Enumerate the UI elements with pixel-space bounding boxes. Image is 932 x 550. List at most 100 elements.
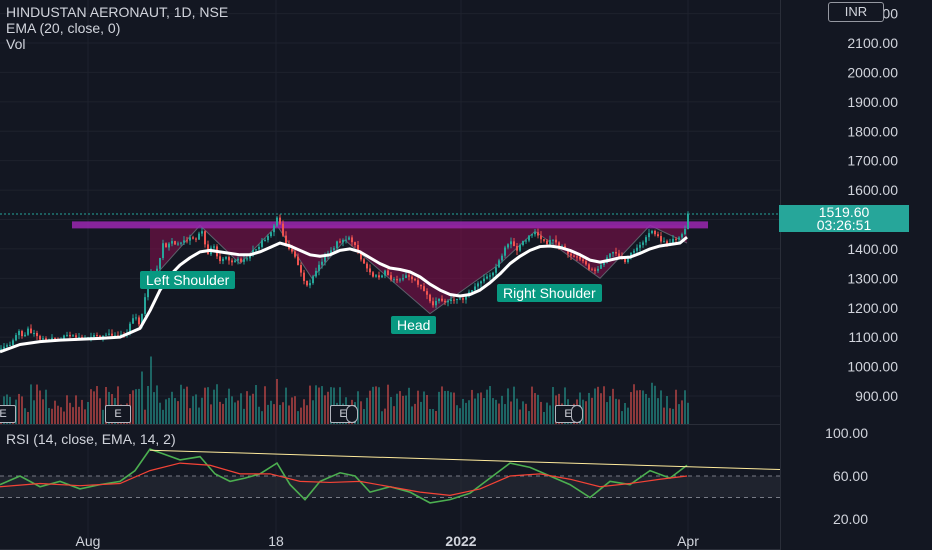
time-axis[interactable]: Aug 18 2022 Apr [76, 533, 700, 549]
candle-body [570, 253, 572, 256]
volume-bar [612, 388, 614, 424]
candle-body [654, 230, 656, 235]
volume-bar [219, 401, 221, 424]
candle-body [618, 253, 620, 257]
symbol-title[interactable]: HINDUSTAN AERONAUT, 1D, NSE [6, 4, 229, 20]
candle-body [69, 334, 71, 337]
volume-bar [543, 411, 545, 424]
volume-bar [258, 406, 260, 424]
candle-body [648, 233, 650, 238]
candle-body [324, 256, 326, 262]
candle-body [486, 276, 488, 279]
candle-body [579, 256, 581, 260]
candle-body [474, 286, 476, 291]
candle-body [681, 234, 683, 238]
candle-body [633, 250, 635, 253]
volume-bar [291, 397, 293, 424]
volume-bar [672, 408, 674, 424]
candle-body [30, 328, 32, 334]
ema-legend[interactable]: EMA (20, close, 0) [6, 20, 121, 36]
candle-body [198, 233, 200, 240]
volume-bar [525, 403, 527, 424]
volume-bar [408, 387, 410, 424]
volume-bar [375, 386, 377, 424]
candle-body [411, 276, 413, 280]
volume-bar [648, 397, 650, 424]
volume-bar [603, 386, 605, 424]
volume-bar [261, 411, 263, 424]
candle-body [135, 317, 137, 319]
candle-body [276, 217, 278, 226]
candle-body [192, 237, 194, 239]
volume-bar [486, 389, 488, 424]
volume-bar [588, 392, 590, 424]
volume-bar [276, 379, 278, 424]
candle-body [492, 272, 494, 276]
rsi-line [0, 448, 688, 504]
candle-body [687, 213, 689, 230]
price-tick-label: 1600.00 [847, 182, 898, 198]
volume-bar [651, 382, 653, 424]
candle-body [405, 275, 407, 278]
rsi-legend[interactable]: RSI (14, close, EMA, 14, 2) [6, 431, 176, 447]
earnings-marker[interactable]: E [105, 405, 131, 423]
volume-bar [534, 393, 536, 424]
left-shoulder-label: Left Shoulder [140, 271, 236, 289]
volume-bar [390, 397, 392, 424]
candle-body [444, 300, 446, 303]
volume-bar [414, 403, 416, 424]
volume-bar [645, 393, 647, 424]
candle-body [294, 251, 296, 257]
candle-body [630, 252, 632, 257]
candle-body [639, 244, 641, 248]
candle-body [291, 248, 293, 252]
earnings-marker[interactable]: E [0, 405, 16, 423]
volume-bar [663, 407, 665, 424]
candle-body [195, 238, 197, 240]
volume-bar [420, 401, 422, 424]
volume-bar [387, 384, 389, 424]
last-price-badge: 1519.60 03:26:51 [779, 205, 909, 232]
candle-body [183, 240, 185, 243]
volume-bar [585, 401, 587, 424]
volume-bar [90, 389, 92, 424]
volume-bar [249, 395, 251, 424]
volume-bar [615, 398, 617, 424]
volume-bar [243, 408, 245, 424]
candle-body [72, 335, 74, 337]
dividend-marker[interactable] [346, 405, 358, 423]
volume-bar [411, 406, 413, 424]
candle-body [429, 294, 431, 302]
candle-body [609, 253, 611, 258]
head-label: Head [391, 316, 437, 334]
candle-body [186, 240, 188, 242]
volume-bar [432, 409, 434, 424]
candle-body [45, 338, 47, 341]
candle-body [600, 264, 602, 269]
candle-body [480, 281, 482, 284]
volume-bar [45, 389, 47, 424]
volume-bar [99, 398, 101, 424]
candle-body [465, 296, 467, 300]
dividend-marker[interactable] [571, 405, 583, 423]
volume-bar [582, 399, 584, 424]
rsi-axis[interactable]: 20.00 60.00 100.00 [825, 425, 868, 527]
volume-legend[interactable]: Vol [6, 36, 26, 52]
volume-bar [96, 386, 98, 424]
candle-body [231, 260, 233, 263]
candle-body [507, 244, 509, 248]
volume-bar [84, 409, 86, 424]
candle-body [516, 246, 518, 251]
rsi-lines [0, 448, 781, 504]
candle-body [180, 242, 182, 244]
pattern-fill [150, 225, 687, 314]
candle-body [177, 243, 179, 245]
volume-bar [552, 387, 554, 424]
volume-bar [594, 388, 596, 424]
currency-button[interactable]: INR [828, 2, 884, 22]
candle-body [54, 337, 56, 340]
candle-body [360, 252, 362, 260]
rsi-trendline [149, 449, 781, 471]
volume-bar [357, 391, 359, 424]
volume-bar [240, 393, 242, 424]
